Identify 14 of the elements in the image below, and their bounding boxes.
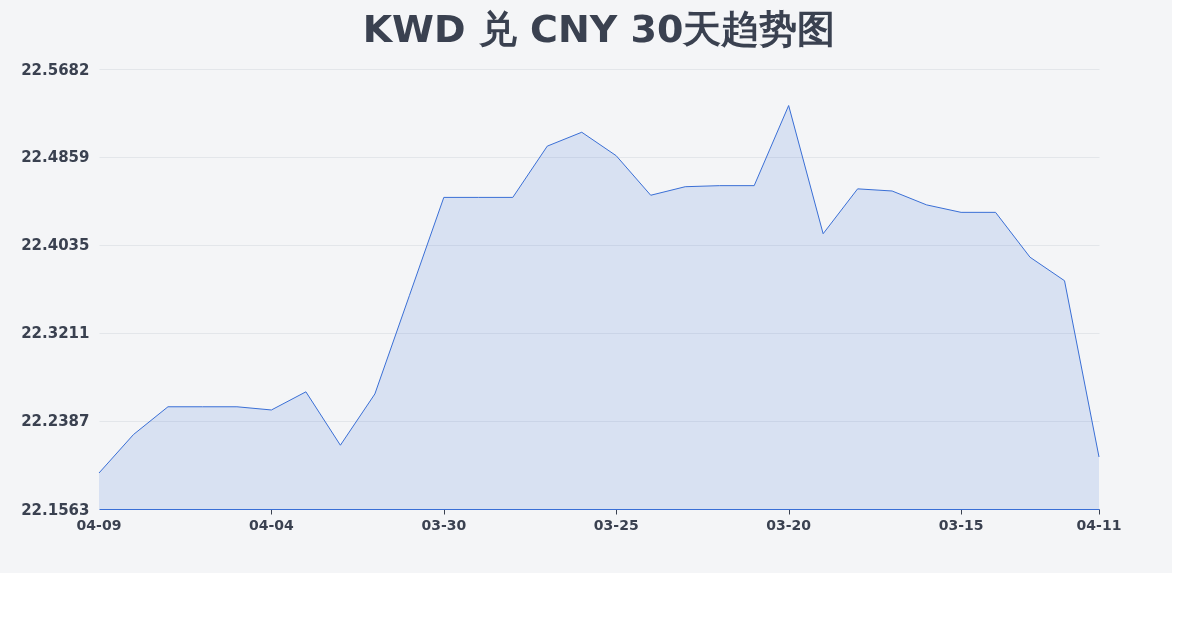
y-tick-label: 22.5682 xyxy=(21,60,90,79)
x-tick-label: 03-25 xyxy=(593,517,639,533)
x-tick-label: 03-15 xyxy=(938,517,984,533)
x-tick-label: 04-09 xyxy=(76,517,122,533)
x-tick-label: 03-30 xyxy=(421,517,467,533)
x-tick-label: 04-11 xyxy=(1076,517,1122,533)
y-tick-label: 22.2387 xyxy=(21,412,90,431)
y-tick-label: 22.4035 xyxy=(21,236,90,255)
y-tick-label: 22.1563 xyxy=(21,500,90,519)
y-tick-label: 22.3211 xyxy=(21,324,90,343)
x-tick-label: 04-04 xyxy=(249,517,295,533)
x-tick-label: 03-20 xyxy=(766,517,812,533)
y-tick-label: 22.4859 xyxy=(21,148,90,167)
chart-title: KWD 兑 CNY 30天趋势图 xyxy=(362,7,836,51)
